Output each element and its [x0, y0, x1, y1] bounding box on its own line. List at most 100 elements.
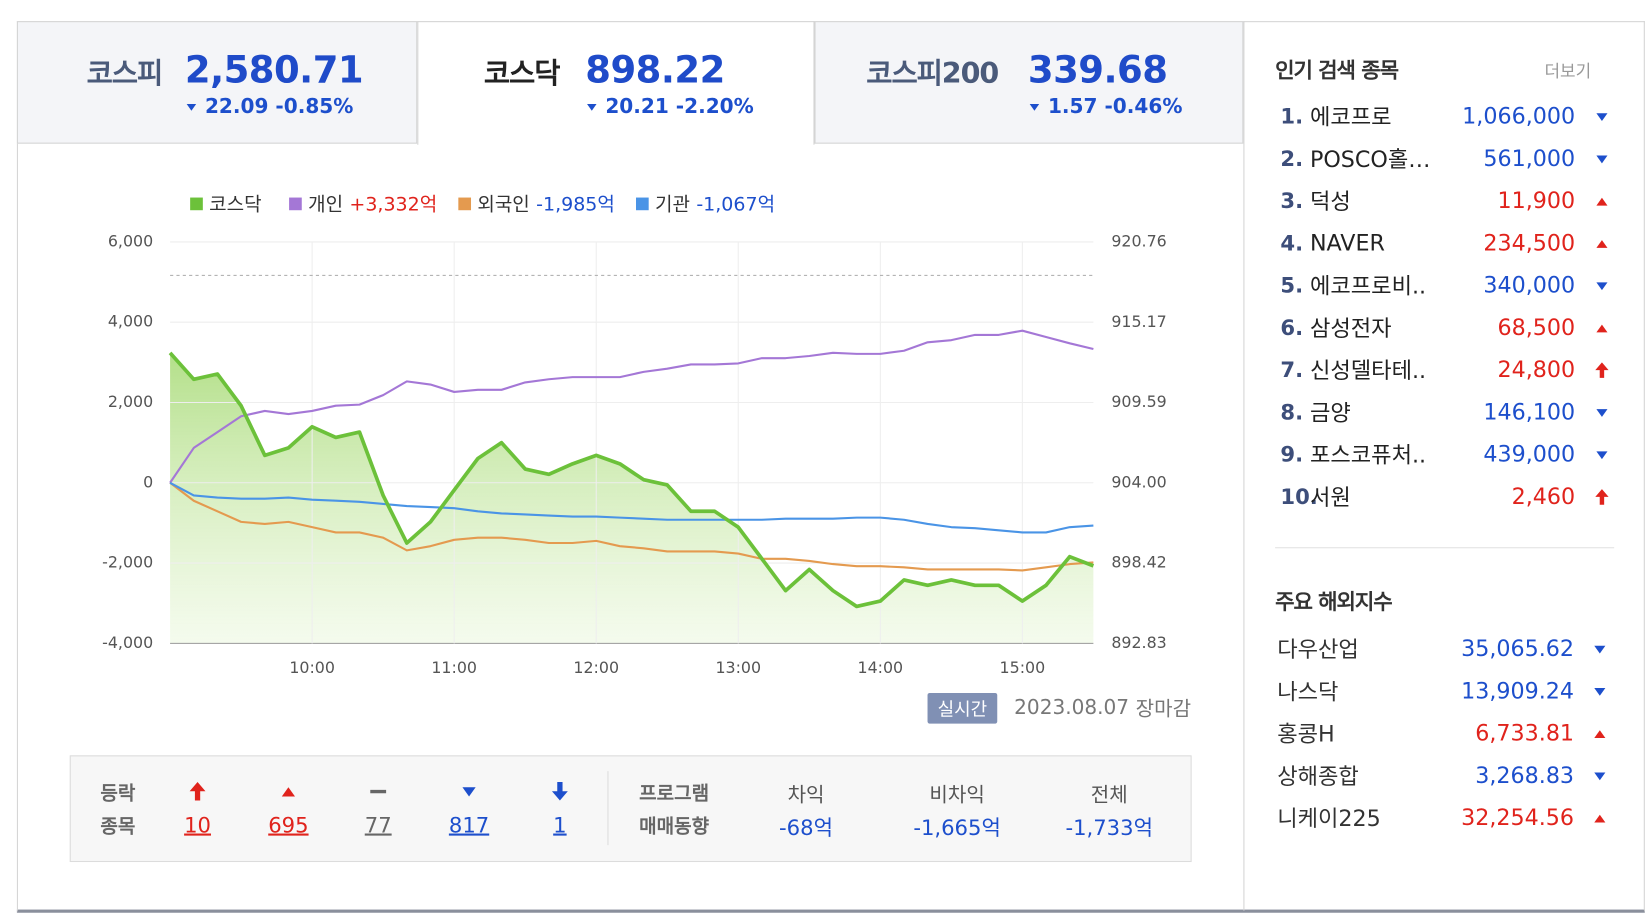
tab-name: 코스피200	[866, 57, 999, 91]
stock-name[interactable]: 삼성전자	[1309, 315, 1392, 342]
icon-shape	[1594, 488, 1609, 505]
x-tick-label: 14:00	[858, 658, 904, 677]
icon-shape	[370, 789, 387, 794]
rank: 6.	[1280, 314, 1304, 341]
icon-shape	[1595, 281, 1608, 290]
series-line	[169, 329, 1094, 484]
icon-shape	[462, 787, 476, 797]
legend-value: +3,332억	[349, 193, 437, 215]
tab-value: 2,580.71	[184, 49, 364, 92]
index-value: 13,909.24	[1461, 678, 1575, 704]
stock-name[interactable]: POSCO홀…	[1309, 146, 1431, 173]
index-name[interactable]: 다우산업	[1277, 637, 1359, 663]
icon-shape	[586, 103, 597, 111]
popular-title: 인기 검색 종목	[1275, 57, 1399, 83]
icon-shape	[1593, 772, 1605, 780]
y-tick-label: 0	[143, 472, 153, 491]
stock-price: 340,000	[1483, 272, 1576, 298]
rank: 5.	[1280, 272, 1304, 298]
y2-tick-label: 909.59	[1111, 392, 1166, 411]
stock-name[interactable]: 에코프로	[1309, 104, 1392, 130]
program-label: 비차익	[929, 783, 985, 807]
tab-name: 코스피	[86, 57, 164, 91]
index-value: 32,254.56	[1461, 804, 1575, 831]
program-title: 매매동향	[639, 815, 710, 838]
breadth-title: 종목	[100, 815, 136, 838]
series-line	[168, 351, 1095, 609]
breadth-count: 10	[184, 812, 211, 838]
rank: 2.	[1280, 145, 1304, 172]
direction-icon	[1595, 155, 1608, 163]
icon-shape	[1595, 239, 1608, 248]
x-tick-label: 10:00	[289, 658, 335, 677]
tab-value: 898.22	[585, 49, 725, 92]
program-label: 전체	[1090, 783, 1128, 807]
direction-icon	[1595, 324, 1608, 332]
x-tick-label: 15:00	[1000, 658, 1046, 677]
tab-name: 코스닥	[483, 57, 561, 91]
tab-change: 22.09 -0.85%	[204, 95, 354, 119]
index-tab	[16, 21, 418, 144]
program-value: -1,733억	[1065, 815, 1154, 841]
direction-icon	[1595, 197, 1608, 206]
index-value: 35,065.62	[1461, 635, 1575, 662]
direction-icon	[1595, 408, 1608, 417]
x-tick-label: 12:00	[573, 658, 619, 677]
y-tick-label: 6,000	[108, 231, 153, 250]
tab-change: 20.21 -2.20%	[605, 95, 754, 119]
index-name[interactable]: 홍콩H	[1277, 721, 1335, 747]
status-state: 장마감	[1135, 697, 1192, 721]
area-fill	[170, 352, 1094, 644]
index-tab	[417, 21, 815, 145]
more-link[interactable]: 더보기	[1544, 61, 1592, 82]
rank: 7.	[1280, 357, 1304, 383]
index-name[interactable]: 상해종합	[1277, 763, 1359, 790]
legend-label: 외국인	[477, 193, 529, 215]
icon-shape	[1595, 324, 1608, 332]
stock-name[interactable]: NAVER	[1309, 230, 1385, 256]
legend-swatch	[636, 197, 649, 211]
status-badge	[927, 693, 998, 724]
icon-shape	[186, 103, 196, 111]
direction-icon	[1594, 488, 1609, 505]
index-name[interactable]: 나스닥	[1277, 679, 1339, 705]
stock-name[interactable]: 신성델타테..	[1309, 358, 1427, 384]
program-value: -1,665억	[913, 815, 1001, 841]
direction-icon	[586, 103, 597, 111]
stock-name[interactable]: 서원	[1309, 484, 1351, 511]
tab-change: 1.57 -0.46%	[1047, 95, 1183, 119]
breadth-title: 등락	[100, 782, 136, 805]
direction-icon	[1593, 772, 1605, 780]
program-title: 프로그램	[639, 782, 710, 805]
direction-icon	[1593, 645, 1605, 654]
direction-icon	[186, 103, 196, 111]
icon-shape	[1594, 361, 1609, 378]
stock-name[interactable]: 덕성	[1309, 189, 1351, 215]
status-badge-text: 실시간	[937, 699, 988, 721]
direction-icon	[1593, 687, 1605, 696]
stock-price: 24,800	[1497, 357, 1576, 383]
stock-name[interactable]: 포스코퓨처..	[1309, 442, 1427, 468]
icon-shape	[1593, 687, 1605, 696]
stock-name[interactable]: 에코프로비..	[1309, 273, 1427, 299]
direction-icon	[370, 789, 387, 794]
rank: 8.	[1280, 399, 1304, 425]
index-name[interactable]: 니케이225	[1277, 806, 1381, 832]
y2-tick-label: 898.42	[1111, 553, 1166, 572]
direction-icon	[281, 787, 296, 797]
direction-icon	[1593, 814, 1605, 823]
stock-price: 234,500	[1483, 230, 1576, 256]
legend-value: -1,985억	[536, 193, 615, 215]
icon-shape	[1595, 155, 1608, 163]
rank: 3.	[1280, 188, 1304, 214]
legend-label: 개인	[308, 193, 343, 215]
stock-name[interactable]: 금양	[1309, 400, 1351, 426]
icon-shape	[1595, 112, 1608, 121]
direction-icon	[551, 782, 568, 801]
y2-tick-label: 892.83	[1111, 633, 1166, 652]
series-line	[169, 481, 1094, 534]
y-tick-label: -4,000	[102, 633, 153, 652]
stock-price: 439,000	[1483, 441, 1576, 467]
program-value: -68억	[779, 815, 834, 841]
